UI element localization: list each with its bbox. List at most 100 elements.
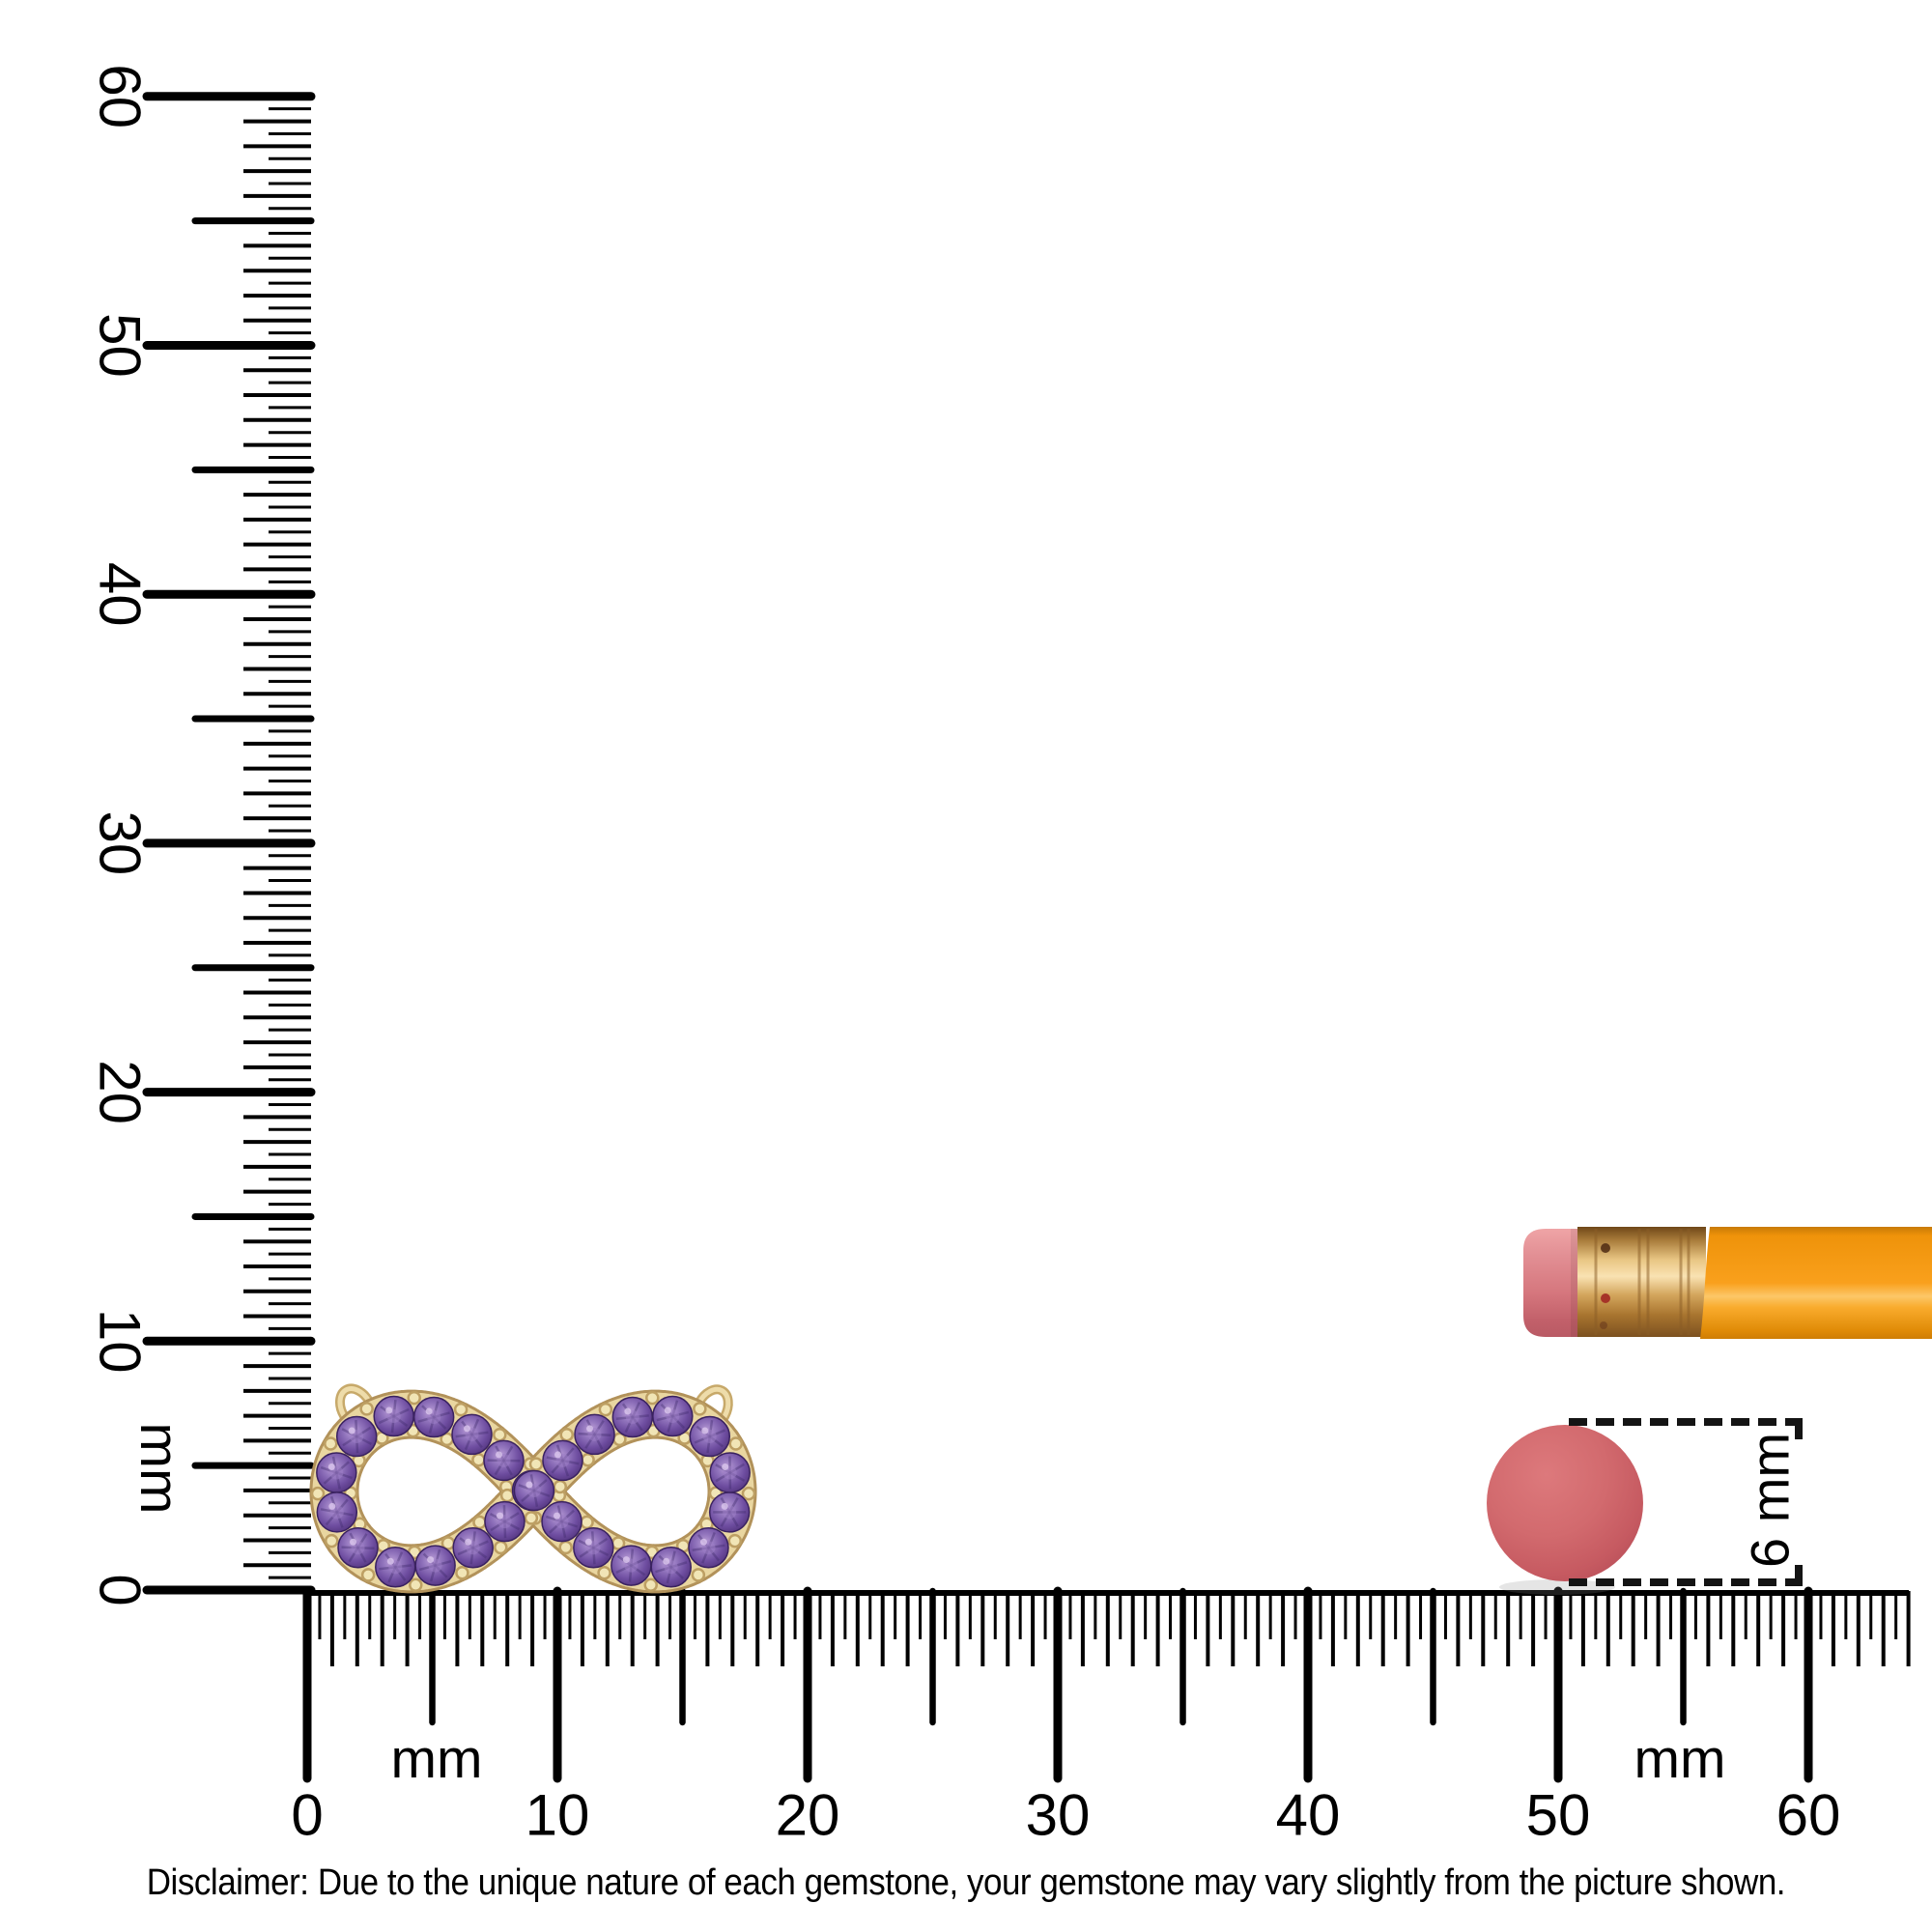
- pendant-stone-highlight: [386, 1557, 394, 1565]
- pendant-bead: [524, 1511, 539, 1525]
- pencil: [1523, 1227, 1932, 1339]
- pendant-bead: [528, 1457, 544, 1471]
- pendant-stone: [452, 1527, 494, 1569]
- pendant-stone: [611, 1545, 652, 1586]
- infinity-pendant: [309, 1383, 757, 1594]
- pendant-stone-highlight: [663, 1557, 670, 1565]
- pendant-bead: [453, 1402, 469, 1417]
- pendant-stone-highlight: [584, 1538, 592, 1546]
- horizontal-ruler-label: 10: [526, 1783, 590, 1848]
- pendant-stone: [513, 1469, 555, 1512]
- pencil-ferrule-crimps: [1594, 1229, 1690, 1335]
- pendant-stone-highlight: [496, 1451, 503, 1459]
- pendant-stone: [337, 1526, 379, 1569]
- pendant-bead: [324, 1436, 338, 1451]
- pendant-stone-highlight: [385, 1406, 393, 1414]
- pendant-bead: [597, 1566, 611, 1580]
- pencil-ferrule: [1577, 1227, 1706, 1337]
- pencil-eraser-edge-shade: [1571, 1229, 1577, 1337]
- horizontal-ruler-unit-label-left: mm: [390, 1728, 483, 1790]
- pendant-stone-highlight: [427, 1556, 435, 1564]
- pendant-bead: [645, 1390, 660, 1406]
- pendant-bead: [493, 1427, 507, 1442]
- pendant-stone: [650, 1547, 692, 1588]
- pendant-stone-highlight: [554, 1451, 561, 1459]
- eraser-dot: [1487, 1425, 1643, 1581]
- pendant-stone: [709, 1452, 751, 1493]
- pendant-stone: [689, 1415, 731, 1458]
- vertical-ruler-label: 30: [88, 811, 153, 876]
- pendant-bead: [324, 1533, 339, 1548]
- pendant-bead: [310, 1486, 326, 1501]
- pendant-stone: [373, 1395, 414, 1437]
- pendant-stone: [451, 1413, 493, 1456]
- pendant-bead: [494, 1540, 508, 1555]
- vertical-ruler-label: 20: [88, 1060, 153, 1124]
- vertical-ruler-label: 40: [88, 562, 153, 627]
- pendant-stone-highlight: [526, 1481, 533, 1489]
- pendant-stone-highlight: [425, 1407, 433, 1415]
- vertical-ruler: 60 50 40 30 20 10 0: [88, 64, 316, 1606]
- pendant-stone: [335, 1415, 378, 1458]
- pendant-stone: [573, 1527, 614, 1569]
- pendant-stone: [375, 1547, 416, 1588]
- pendant-stone-highlight: [721, 1502, 728, 1510]
- pendant-bead: [580, 1515, 594, 1530]
- pendant-stone: [652, 1395, 694, 1437]
- vertical-ruler-label: 0: [88, 1574, 153, 1605]
- pendant-stone: [484, 1500, 526, 1543]
- pendant-stone-highlight: [722, 1463, 729, 1471]
- pendant-bead: [359, 1402, 374, 1416]
- horizontal-ruler: 0 10 20 30 40 50 60: [291, 1586, 1911, 1848]
- pendant-bead: [499, 1488, 515, 1503]
- pendant-stone: [542, 1439, 583, 1482]
- pendant-stone: [574, 1413, 615, 1456]
- pendant-bead: [472, 1515, 487, 1530]
- pendant-stone-highlight: [554, 1512, 561, 1520]
- pendant-bead: [727, 1533, 743, 1548]
- eraser-dot-group: [1487, 1425, 1643, 1595]
- pendant-stone-highlight: [622, 1556, 630, 1564]
- pendant-bead: [407, 1390, 421, 1406]
- pendant-stone-highlight: [624, 1407, 632, 1415]
- size-callout-label: 6 mm: [1739, 1433, 1801, 1568]
- pendant-stone-highlight: [327, 1463, 335, 1471]
- pendant-stone-highlight: [496, 1512, 503, 1520]
- pendant-stone-highlight: [464, 1425, 471, 1433]
- pendant-stone: [541, 1500, 582, 1543]
- pencil-ferrule-dimple-low: [1600, 1321, 1607, 1329]
- vertical-ruler-label: 10: [88, 1309, 153, 1374]
- disclaimer-text-inner: Disclaimer: Due to the unique nature of …: [146, 1862, 1786, 1903]
- pendant-stone-highlight: [585, 1425, 593, 1433]
- pendant-stone: [611, 1396, 654, 1438]
- pendant-stone-highlight: [328, 1502, 336, 1510]
- disclaimer-text: Disclaimer: Due to the unique nature of …: [0, 1862, 1932, 1904]
- pendant-bead: [693, 1402, 707, 1416]
- pendant-bead: [558, 1540, 573, 1555]
- pendant-bead: [559, 1427, 574, 1442]
- pendant-stone-highlight: [699, 1538, 707, 1546]
- pendant-bead: [581, 1452, 595, 1467]
- pencil-ferrule-dimple-top: [1601, 1243, 1610, 1253]
- horizontal-ruler-label: 20: [776, 1783, 840, 1848]
- pendant-bead: [471, 1452, 486, 1467]
- horizontal-ruler-label: 60: [1776, 1783, 1841, 1848]
- pendant-bead: [455, 1566, 469, 1580]
- pendant-stone-highlight: [664, 1406, 671, 1414]
- pendant-stone: [412, 1396, 455, 1438]
- vertical-ruler-unit-label: mm: [128, 1422, 190, 1515]
- pendant-stone: [414, 1545, 456, 1586]
- pendant-bead: [691, 1568, 706, 1582]
- pendant-bead: [643, 1577, 658, 1593]
- pendant-stone: [688, 1526, 729, 1569]
- pendant-bead: [360, 1568, 376, 1582]
- horizontal-ruler-unit-label-right: mm: [1634, 1728, 1726, 1790]
- pendant-bead: [741, 1486, 756, 1501]
- size-callout-dashes: [1569, 1418, 1803, 1586]
- pendant-stone: [316, 1452, 357, 1493]
- pendant-stone: [708, 1492, 751, 1533]
- horizontal-ruler-label: 40: [1276, 1783, 1341, 1848]
- pendant-stone-highlight: [701, 1427, 709, 1435]
